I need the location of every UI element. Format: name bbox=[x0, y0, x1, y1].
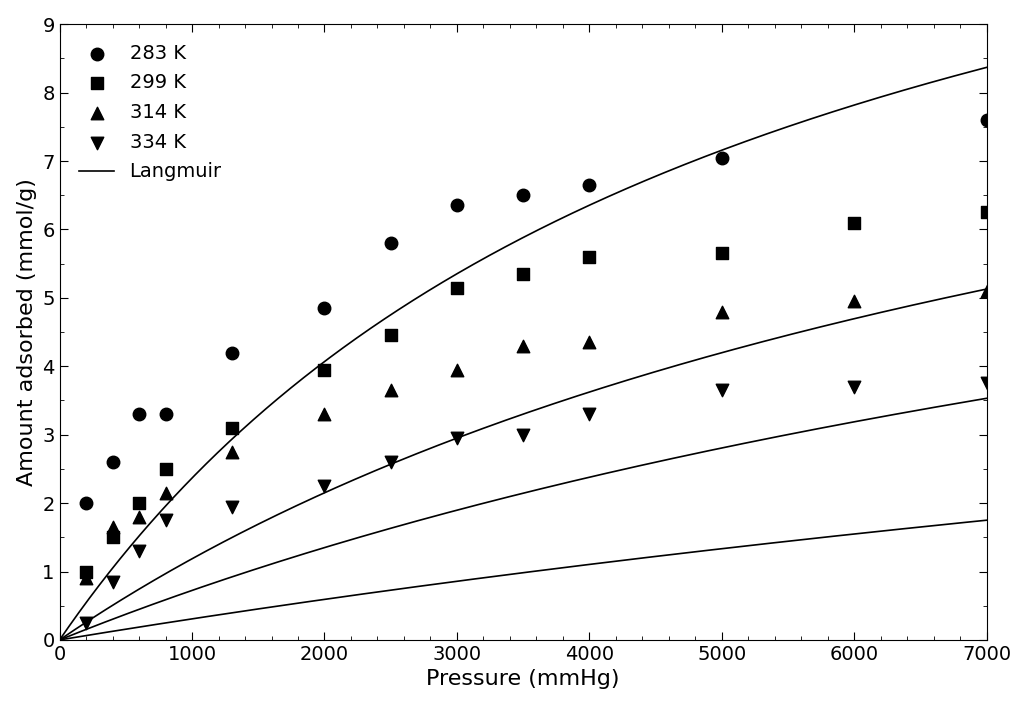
334 K bbox=[713, 385, 730, 396]
283 K bbox=[131, 409, 147, 420]
314 K bbox=[979, 285, 995, 297]
334 K bbox=[223, 501, 240, 512]
283 K bbox=[104, 456, 120, 467]
283 K bbox=[713, 152, 730, 163]
314 K bbox=[78, 573, 95, 584]
334 K bbox=[317, 480, 333, 491]
X-axis label: Pressure (mmHg): Pressure (mmHg) bbox=[427, 669, 620, 689]
334 K bbox=[846, 381, 862, 393]
283 K bbox=[979, 114, 995, 126]
334 K bbox=[78, 617, 95, 628]
299 K bbox=[157, 463, 174, 474]
334 K bbox=[382, 456, 399, 467]
Y-axis label: Amount adsorbed (mmol/g): Amount adsorbed (mmol/g) bbox=[16, 178, 37, 486]
334 K bbox=[449, 433, 466, 444]
314 K bbox=[449, 364, 466, 376]
314 K bbox=[223, 446, 240, 457]
283 K bbox=[382, 237, 399, 249]
334 K bbox=[104, 576, 120, 587]
283 K bbox=[78, 498, 95, 509]
299 K bbox=[979, 207, 995, 218]
314 K bbox=[157, 487, 174, 498]
283 K bbox=[515, 189, 531, 201]
334 K bbox=[979, 378, 995, 389]
334 K bbox=[515, 429, 531, 441]
299 K bbox=[104, 532, 120, 543]
283 K bbox=[317, 302, 333, 313]
314 K bbox=[382, 385, 399, 396]
299 K bbox=[382, 330, 399, 341]
314 K bbox=[317, 409, 333, 420]
299 K bbox=[846, 217, 862, 228]
314 K bbox=[515, 340, 531, 352]
314 K bbox=[846, 296, 862, 307]
299 K bbox=[223, 422, 240, 433]
314 K bbox=[131, 511, 147, 522]
334 K bbox=[581, 409, 597, 420]
299 K bbox=[131, 498, 147, 509]
299 K bbox=[449, 282, 466, 293]
314 K bbox=[104, 522, 120, 533]
314 K bbox=[581, 337, 597, 348]
299 K bbox=[713, 248, 730, 259]
283 K bbox=[581, 179, 597, 191]
Legend: 283 K, 299 K, 314 K, 334 K, Langmuir: 283 K, 299 K, 314 K, 334 K, Langmuir bbox=[69, 34, 231, 191]
283 K bbox=[223, 347, 240, 358]
283 K bbox=[449, 200, 466, 211]
283 K bbox=[157, 409, 174, 420]
299 K bbox=[78, 566, 95, 577]
299 K bbox=[515, 268, 531, 280]
334 K bbox=[131, 545, 147, 556]
314 K bbox=[713, 306, 730, 317]
299 K bbox=[581, 251, 597, 263]
334 K bbox=[157, 515, 174, 526]
299 K bbox=[317, 364, 333, 376]
